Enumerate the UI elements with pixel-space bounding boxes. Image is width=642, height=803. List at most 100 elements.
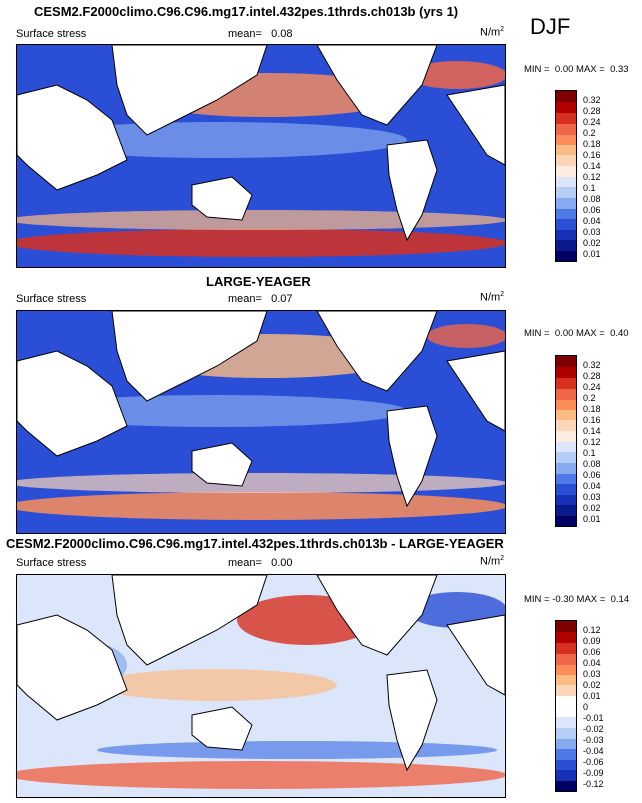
cbar1-tick: 0.2 bbox=[583, 128, 596, 138]
panel-3-max: 0.14 bbox=[610, 594, 630, 605]
panel-2-max-label: MAX = bbox=[576, 328, 605, 339]
panel-2-map bbox=[16, 310, 506, 534]
panel-1-colorbar bbox=[555, 90, 577, 262]
panel-1-max: 0.33 bbox=[610, 64, 629, 75]
panel-1-map bbox=[16, 44, 506, 268]
panel-2-mean: mean= 0.07 bbox=[228, 293, 293, 305]
southern-ocean-high-stress bbox=[17, 229, 505, 257]
cbar1-tick: 0.04 bbox=[583, 216, 601, 226]
southern-ocean-positive-diff bbox=[17, 761, 505, 789]
cbar2-tick: 0.16 bbox=[583, 415, 601, 425]
europe-africa-east-land bbox=[446, 84, 505, 166]
cbar1-tick: 0.28 bbox=[583, 106, 601, 116]
north-atlantic-high-stress bbox=[427, 324, 505, 348]
cbar1-cell bbox=[556, 166, 576, 177]
cbar3-cell bbox=[556, 770, 576, 781]
north-america-land bbox=[316, 575, 438, 656]
cbar1-cell bbox=[556, 240, 576, 251]
cbar2-cell bbox=[556, 389, 576, 400]
cbar1-cell bbox=[556, 219, 576, 230]
cbar3-tick: 0.02 bbox=[583, 680, 601, 690]
cbar3-tick: 0.04 bbox=[583, 658, 601, 668]
cbar2-tick: 0.1 bbox=[583, 448, 596, 458]
cbar3-cell bbox=[556, 685, 576, 696]
cbar3-cell bbox=[556, 696, 576, 707]
cbar3-tick: -0.01 bbox=[583, 713, 604, 723]
cbar2-tick: 0.14 bbox=[583, 426, 601, 436]
panel-1-max-label: MAX = bbox=[576, 64, 605, 75]
cbar3-tick: 0.12 bbox=[583, 625, 601, 635]
south-america-land bbox=[386, 405, 438, 508]
cbar2-tick: 0.01 bbox=[583, 514, 601, 524]
cbar2-cell bbox=[556, 452, 576, 463]
panel-3-units-exp: 2 bbox=[500, 555, 505, 562]
africa-eurasia-land bbox=[17, 350, 128, 457]
panel-3-min: -0.30 bbox=[552, 594, 574, 605]
cbar1-tick: 0.06 bbox=[583, 205, 601, 215]
cbar1-tick: 0.14 bbox=[583, 161, 601, 171]
africa-eurasia-land bbox=[17, 84, 128, 191]
cbar2-tick: 0.06 bbox=[583, 470, 601, 480]
panel-2-min-label: MIN = bbox=[524, 328, 550, 339]
australia-land bbox=[191, 442, 253, 487]
cbar1-cell bbox=[556, 91, 576, 102]
europe-africa-east-land bbox=[446, 350, 505, 432]
cbar1-cell bbox=[556, 124, 576, 135]
tropical-pacific-diff bbox=[97, 669, 337, 701]
cbar1-tick: 0.01 bbox=[583, 249, 601, 259]
cbar3-tick: -0.04 bbox=[583, 746, 604, 756]
asia-land bbox=[111, 45, 268, 136]
cbar2-cell bbox=[556, 505, 576, 516]
cbar1-tick: 0.24 bbox=[583, 117, 601, 127]
panel-1-units: N/m2 bbox=[480, 26, 504, 39]
cbar1-tick: 0.12 bbox=[583, 172, 601, 182]
cbar3-tick: 0.01 bbox=[583, 691, 601, 701]
panel-3-map-svg bbox=[17, 575, 505, 797]
southern-ocean-mid-stress bbox=[17, 473, 505, 493]
cbar2-cell bbox=[556, 484, 576, 495]
panel-3-units: N/m2 bbox=[480, 555, 504, 568]
cbar3-cell bbox=[556, 654, 576, 665]
cbar3-cell bbox=[556, 675, 576, 685]
panel-1-mean: mean= 0.08 bbox=[228, 28, 293, 40]
cbar2-tick: 0.18 bbox=[583, 404, 601, 414]
cbar2-tick: 0.12 bbox=[583, 437, 601, 447]
panel-2-min: 0.00 bbox=[554, 328, 574, 339]
panel-3-variable: Surface stress bbox=[16, 557, 87, 569]
cbar2-cell bbox=[556, 410, 576, 420]
panel-2-colorbar bbox=[555, 355, 577, 527]
cbar2-cell bbox=[556, 463, 576, 474]
panel-1-units-base: N/m bbox=[480, 26, 501, 39]
cbar3-cell bbox=[556, 643, 576, 654]
cbar3-tick: -0.06 bbox=[583, 757, 604, 767]
cbar1-tick: 0.1 bbox=[583, 183, 596, 193]
cbar2-cell bbox=[556, 378, 576, 389]
cbar2-cell bbox=[556, 442, 576, 452]
cbar2-cell bbox=[556, 516, 576, 526]
panel-1-variable: Surface stress bbox=[16, 28, 87, 40]
asia-land bbox=[111, 575, 268, 666]
panel-2-max: 0.40 bbox=[610, 328, 629, 339]
south-america-land bbox=[386, 669, 438, 772]
panel-3-title: CESM2.F2000climo.C96.C96.mg17.intel.432p… bbox=[6, 536, 504, 551]
panel-3-mean-label: mean= bbox=[228, 557, 262, 569]
cbar1-cell bbox=[556, 145, 576, 155]
cbar1-cell bbox=[556, 209, 576, 219]
north-atlantic-high-stress bbox=[407, 61, 505, 89]
cbar3-tick: -0.03 bbox=[583, 735, 604, 745]
cbar3-cell bbox=[556, 717, 576, 728]
southern-ocean-mid-stress bbox=[17, 210, 505, 230]
cbar3-tick: -0.12 bbox=[583, 779, 604, 789]
panel-2-units-exp: 2 bbox=[500, 291, 505, 298]
panel-2-minmax: MIN = 0.00 MAX = 0.40 bbox=[524, 328, 629, 339]
cbar3-tick: -0.09 bbox=[583, 768, 604, 778]
panel-1-minmax: MIN = 0.00 MAX = 0.33 bbox=[524, 64, 629, 75]
panel-3-units-base: N/m bbox=[480, 555, 501, 568]
panel-2-map-svg bbox=[17, 311, 505, 533]
cbar1-cell bbox=[556, 135, 576, 145]
cbar2-tick: 0.04 bbox=[583, 481, 601, 491]
panel-1-mean-label: mean= bbox=[228, 28, 262, 40]
cbar2-tick: 0.08 bbox=[583, 459, 601, 469]
cbar3-cell bbox=[556, 728, 576, 739]
cbar3-cell bbox=[556, 739, 576, 749]
